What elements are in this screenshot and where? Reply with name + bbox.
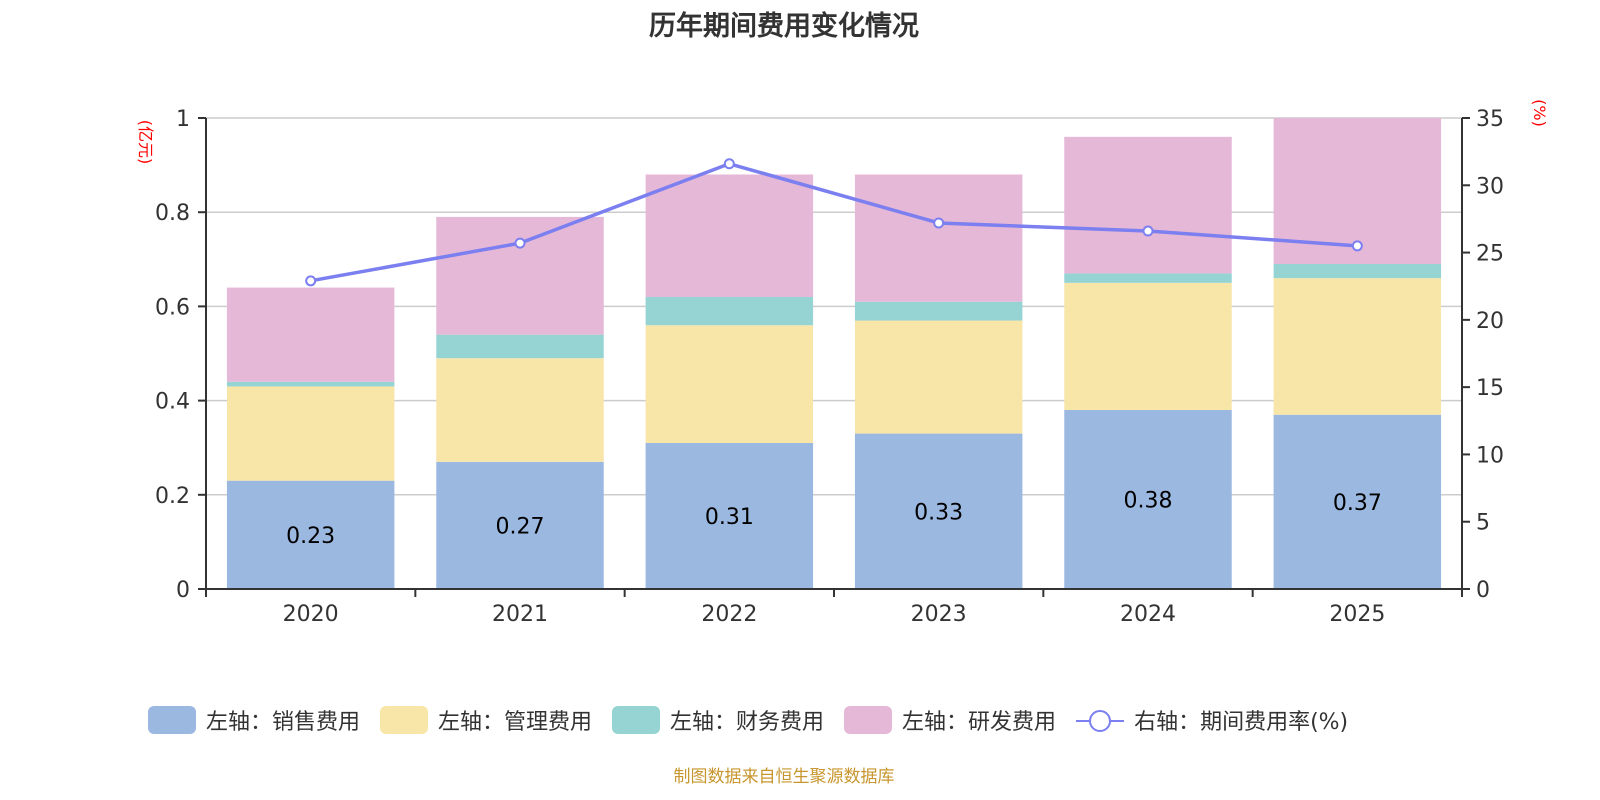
source-note: 制图数据来自恒生聚源数据库 [673, 767, 895, 787]
data-label-2020: 0.23 [286, 524, 335, 549]
legend-item-finance-expense[interactable]: 左轴：财务费用 [612, 704, 824, 736]
legend-item-sales-expense[interactable]: 左轴：销售费用 [148, 704, 360, 736]
left-axis-unit-label: (亿元) [136, 120, 155, 165]
expense-ratio-point-2023[interactable] [933, 217, 945, 229]
line-marker-icon [1076, 706, 1125, 734]
data-label-2025: 0.37 [1333, 491, 1382, 516]
legend-swatch-admin [380, 706, 429, 734]
left-axis-tick-label: 0 [176, 578, 190, 603]
bar-segment-2025-2[interactable] [1273, 264, 1442, 279]
legend: 左轴：销售费用 左轴：管理费用 左轴：财务费用 左轴：研发费用 右轴：期间费用率… [148, 704, 1368, 736]
bar-segment-2025-1[interactable] [1273, 278, 1442, 415]
expense-ratio-point-2025[interactable] [1351, 240, 1363, 252]
legend-item-admin-expense[interactable]: 左轴：管理费用 [380, 704, 592, 736]
bar-segment-2025-0[interactable] [1273, 414, 1442, 589]
x-axis-tick-label: 2020 [283, 602, 339, 627]
right-axis-tick-label: 30 [1476, 174, 1504, 199]
bar-segment-2022-0[interactable] [645, 442, 814, 589]
data-label-2021: 0.27 [496, 514, 545, 539]
legend-label: 左轴：管理费用 [438, 710, 593, 735]
left-axis-tick-label: 1 [176, 107, 190, 132]
legend-label: 右轴：期间费用率(%) [1134, 710, 1349, 735]
bar-segment-2024-0[interactable] [1064, 410, 1232, 589]
left-axis-tick-label: 0.2 [155, 484, 190, 509]
bar-segment-2023-2[interactable] [854, 301, 1023, 321]
bar-segment-2024-3[interactable] [1064, 136, 1232, 274]
bar-segment-2022-3[interactable] [645, 174, 814, 297]
expense-ratio-point-2022[interactable] [723, 158, 735, 170]
bar-segment-2021-2[interactable] [436, 334, 604, 359]
bar-segment-2024-2[interactable] [1064, 273, 1232, 283]
bar-segment-2022-2[interactable] [645, 296, 814, 326]
legend-swatch-finance [612, 706, 661, 734]
expense-ratio-point-2024[interactable] [1142, 225, 1154, 237]
bar-segment-2022-1[interactable] [645, 325, 814, 443]
expense-ratio-line [310, 162, 1358, 283]
legend-swatch-rd [844, 706, 893, 734]
x-axis-tick-label: 2025 [1329, 602, 1385, 627]
right-axis-tick-label: 10 [1476, 443, 1504, 468]
left-axis-tick-label: 0.8 [155, 201, 190, 226]
left-axis-tick-label: 0.6 [155, 295, 190, 320]
legend-swatch-sales [148, 706, 196, 734]
legend-item-expense-ratio[interactable]: 右轴：期间费用率(%) [1076, 704, 1348, 736]
right-axis-tick-label: 5 [1476, 511, 1490, 536]
bar-series [226, 118, 1442, 589]
x-axis-tick-label: 2024 [1120, 602, 1176, 627]
bar-segment-2020-1[interactable] [226, 386, 395, 481]
bar-segment-2024-1[interactable] [1064, 282, 1232, 411]
legend-label: 左轴：销售费用 [206, 710, 361, 735]
bar-segment-2020-3[interactable] [226, 287, 395, 382]
right-axis-tick-label: 35 [1476, 107, 1504, 132]
line-series [305, 158, 1363, 287]
data-labels: 0.23 0.27 0.31 0.33 0.38 0.37 [286, 489, 1382, 549]
grid-lines [206, 117, 1462, 496]
data-label-2022: 0.31 [705, 505, 754, 530]
bar-segment-2021-3[interactable] [436, 216, 604, 335]
x-axis-tick-label: 2021 [492, 602, 548, 627]
bar-segment-2023-1[interactable] [854, 320, 1023, 434]
legend-label: 左轴：财务费用 [670, 710, 825, 735]
legend-label: 左轴：研发费用 [902, 710, 1057, 735]
bar-segment-2025-3[interactable] [1273, 118, 1442, 265]
data-label-2024: 0.38 [1124, 489, 1173, 514]
bar-segment-2023-0[interactable] [854, 433, 1023, 589]
right-axis-tick-label: 15 [1476, 376, 1504, 401]
legend-item-rd-expense[interactable]: 左轴：研发费用 [844, 704, 1056, 736]
bar-segment-2020-0[interactable] [226, 480, 395, 589]
bar-segment-2021-0[interactable] [436, 461, 604, 589]
data-label-2023: 0.33 [914, 500, 963, 525]
bar-segment-2023-3[interactable] [854, 174, 1023, 302]
right-axis-unit-label: (%) [1530, 99, 1549, 127]
right-axis-tick-label: 20 [1476, 309, 1504, 334]
bar-segment-2021-1[interactable] [436, 358, 604, 462]
expense-ratio-point-2020[interactable] [305, 275, 317, 287]
chart-title: 历年期间费用变化情况 [649, 11, 919, 42]
x-axis-tick-label: 2022 [701, 602, 757, 627]
bar-segment-2020-2[interactable] [226, 381, 395, 387]
right-axis-tick-label: 0 [1476, 578, 1490, 603]
left-axis-tick-label: 0.4 [155, 390, 190, 415]
right-axis-tick-label: 25 [1476, 242, 1504, 267]
expense-ratio-point-2021[interactable] [514, 237, 526, 249]
x-axis-tick-label: 2023 [911, 602, 967, 627]
